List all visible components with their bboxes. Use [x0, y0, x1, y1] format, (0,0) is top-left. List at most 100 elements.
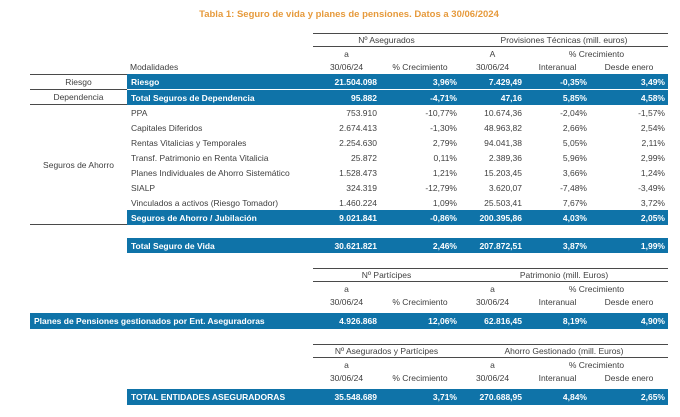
cell-asegurados: 9.021.841: [339, 212, 377, 223]
cell-interanual: 7,67%: [562, 197, 587, 208]
row-label: Riesgo: [131, 76, 160, 87]
cell-desde-enero: 4,90%: [640, 316, 665, 326]
cell-desde-enero: 2,65%: [640, 392, 665, 402]
subheader-a: a: [344, 283, 349, 294]
col-group-patrimonio: Patrimonio (mill. Euros): [519, 270, 609, 280]
col-header-modalidades: Modalidades: [130, 62, 179, 72]
cell-provisiones: 47,16: [500, 92, 522, 103]
col-header-fecha1: 30/06/24: [329, 62, 364, 72]
row-label: Total Seguros de Dependencia: [131, 92, 255, 103]
header-group-band: Nº Partícipes Patrimonio (mill. Euros): [313, 268, 668, 282]
cell-asegurados: 21.504.098: [334, 76, 377, 87]
cell-crecimiento: 12,06%: [428, 316, 457, 326]
col-header-interanual: Interanual: [538, 297, 577, 307]
col-group-asegurados: Nº Asegurados: [358, 35, 415, 45]
row-label: SIALP: [131, 182, 156, 193]
row-label: Transf. Patrimonio en Renta Vitalicia: [131, 152, 269, 163]
cell-provisiones: 10.674,36: [484, 107, 522, 118]
subheader-crecimiento: % Crecimiento: [568, 283, 625, 294]
col-header-fecha1: 30/06/24: [329, 297, 364, 307]
col-header-crecimiento1: % Crecimiento: [392, 297, 448, 307]
table-row: Transf. Patrimonio en Renta Vitalicia 25…: [127, 150, 668, 165]
header-group-band: Nº Asegurados Provisiones Técnicas (mill…: [313, 33, 668, 47]
table-row: Capitales Diferidos 2.674.413 -1,30% 48.…: [127, 120, 668, 135]
cell-desde-enero: -3,49%: [638, 182, 665, 193]
header-group-band: Nº Asegurados y Partícipes Ahorro Gestio…: [313, 344, 668, 358]
subheader-a2: a: [490, 359, 495, 370]
cell-interanual: 5,96%: [562, 152, 587, 163]
cell-desde-enero: 3,72%: [640, 197, 665, 208]
cell-desde-enero: -1,57%: [638, 107, 665, 118]
cell-crecimiento: -10,77%: [425, 107, 457, 118]
cell-crecimiento: 1,09%: [432, 197, 457, 208]
cell-desde-enero: 2,05%: [640, 212, 665, 223]
cell-provisiones: 200.395,86: [479, 212, 522, 223]
cell-crecimiento: 1,21%: [432, 167, 457, 178]
col-header-fecha1: 30/06/24: [329, 373, 364, 383]
row-label: Vinculados a activos (Riesgo Tomador): [131, 197, 279, 208]
row-label: Capitales Diferidos: [131, 122, 203, 133]
col-header-desde-enero: Desde enero: [604, 297, 654, 307]
cell-asegurados: 2.254.630: [339, 137, 377, 148]
cell-provisiones: 2.389,36: [488, 152, 522, 163]
cell-asegurados: 30.621.821: [334, 240, 377, 251]
cell-interanual: -0,35%: [560, 76, 587, 87]
cell-crecimiento: -1,30%: [430, 122, 457, 133]
subheader-crecimiento: % Crecimiento: [568, 48, 625, 59]
col-group-ahorro-gestionado: Ahorro Gestionado (mill. Euros): [504, 346, 624, 356]
cell-interanual: 4,03%: [562, 212, 587, 223]
col-header-fecha2: 30/06/24: [475, 62, 510, 72]
subheader-a: a: [344, 359, 349, 370]
col-header-fecha2: 30/06/24: [475, 373, 510, 383]
cell-ahorro-gestionado: 270.688,95: [479, 392, 522, 402]
cell-interanual: -2,04%: [560, 107, 587, 118]
cell-provisiones: 7.429,49: [488, 76, 522, 87]
cell-desde-enero: 1,99%: [640, 240, 665, 251]
table-row-subtotal: Seguros de Ahorro / Jubilación 9.021.841…: [127, 210, 668, 225]
cell-interanual: 8,19%: [562, 316, 587, 326]
row-label: PPA: [131, 107, 148, 118]
cell-asegurados: 25.872: [351, 152, 377, 163]
cell-crecimiento: 2,46%: [432, 240, 457, 251]
cell-provisiones: 207.872,51: [479, 240, 522, 251]
cell-interanual: 4,84%: [562, 392, 587, 402]
cell-asegurados: 324.319: [346, 182, 377, 193]
row-label: Planes de Pensiones gestionados por Ent.…: [34, 316, 265, 326]
cell-interanual: 5,05%: [562, 137, 587, 148]
total-entidades-row: TOTAL ENTIDADES ASEGURADORAS 35.548.689 …: [127, 389, 668, 405]
row-label: Total Seguro de Vida: [131, 240, 215, 251]
cell-provisiones: 48.963,82: [484, 122, 522, 133]
table-title: Tabla 1: Seguro de vida y planes de pens…: [199, 9, 499, 20]
table-row: Riesgo 21.504.098 3,96% 7.429,49 -0,35% …: [127, 74, 668, 89]
cell-interanual: 3,66%: [562, 167, 587, 178]
cell-desde-enero: 1,24%: [640, 167, 665, 178]
cell-patrimonio: 62.816,45: [484, 316, 522, 326]
subheader-a: a: [344, 48, 349, 59]
subheader-a2: a: [490, 283, 495, 294]
section2-header: Nº Partícipes Patrimonio (mill. Euros) a…: [30, 268, 668, 309]
subheader-a2: A: [489, 48, 496, 59]
group-labels: Riesgo Dependencia Seguros de Ahorro: [30, 74, 127, 225]
cell-desde-enero: 2,54%: [640, 122, 665, 133]
cell-asegurados: 1.528.473: [339, 167, 377, 178]
cell-provisiones: 15.203,45: [484, 167, 522, 178]
section3-header: Nº Asegurados y Partícipes Ahorro Gestio…: [30, 344, 668, 385]
life-insurance-table: Nº Asegurados Provisiones Técnicas (mill…: [30, 33, 668, 405]
section1-body: Riesgo Dependencia Seguros de Ahorro Rie…: [30, 74, 668, 225]
group-label-seguros-ahorro: Seguros de Ahorro: [30, 105, 127, 225]
col-header-desde-enero: Desde enero: [604, 62, 654, 72]
cell-crecimiento: 2,79%: [432, 137, 457, 148]
table-row: PPA 753.910 -10,77% 10.674,36 -2,04% -1,…: [127, 105, 668, 120]
group-label-riesgo: Riesgo: [30, 74, 127, 90]
total-seguro-vida-row: Total Seguro de Vida 30.621.821 2,46% 20…: [127, 238, 668, 253]
col-group-participes: Nº Partícipes: [361, 270, 412, 280]
col-header-fecha2: 30/06/24: [475, 297, 510, 307]
planes-pensiones-row: Planes de Pensiones gestionados por Ent.…: [30, 313, 668, 329]
cell-provisiones: 25.503,41: [484, 197, 522, 208]
cell-provisiones: 94.041,38: [484, 137, 522, 148]
section1-header: Nº Asegurados Provisiones Técnicas (mill…: [30, 33, 668, 74]
cell-interanual: 2,66%: [562, 122, 587, 133]
cell-asegurados-participes: 35.548.689: [334, 392, 377, 402]
cell-asegurados: 2.674.413: [339, 122, 377, 133]
